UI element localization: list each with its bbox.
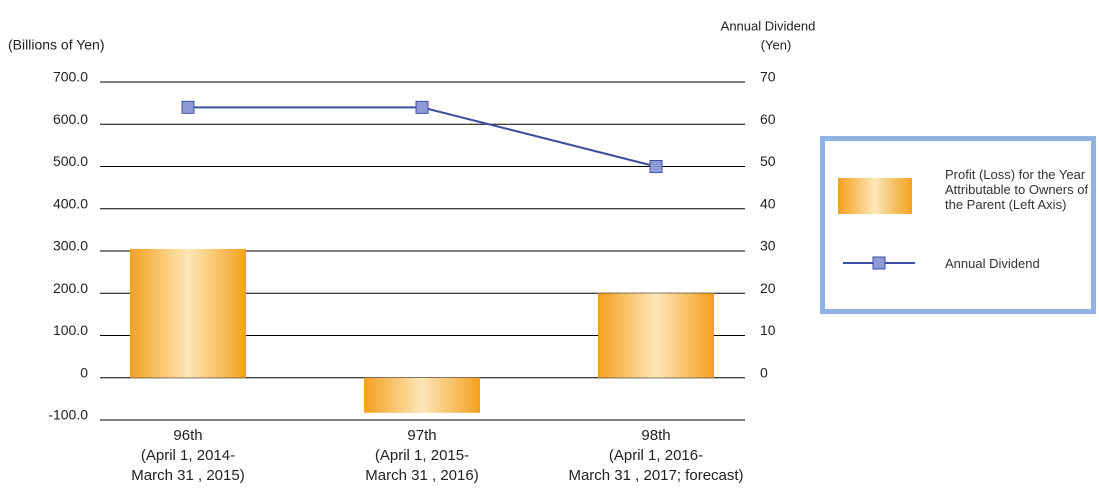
- bar: [598, 293, 714, 378]
- y-tick-label: 300.0: [53, 238, 88, 254]
- y2-tick-label: 20: [760, 280, 776, 296]
- x-tick-label: March 31 , 2017; forecast): [568, 467, 743, 484]
- x-tick-label: (April 1, 2015-: [375, 447, 469, 464]
- x-tick-label: (April 1, 2014-: [141, 447, 235, 464]
- y2-tick-label: 60: [760, 111, 776, 127]
- bar: [364, 377, 480, 413]
- y-tick-label: 200.0: [53, 280, 88, 296]
- marker: [181, 100, 195, 114]
- x-tick-label: 98th: [641, 427, 670, 444]
- y2-tick-label: 0: [760, 364, 768, 380]
- legend-swatches: [838, 178, 915, 270]
- y2-axis-title: Annual Dividend: [721, 18, 816, 33]
- legend: Profit (Loss) for the Year Attributable …: [820, 136, 1096, 314]
- y-tick-label: 700.0: [53, 69, 88, 85]
- bar: [130, 248, 246, 378]
- y-tick-label: 600.0: [53, 111, 88, 127]
- y-axis-title: (Billions of Yen): [8, 37, 105, 53]
- x-tick-label: (April 1, 2016-: [609, 447, 703, 464]
- y-tick-label: 500.0: [53, 153, 88, 169]
- marker: [415, 100, 429, 114]
- legend-swatch: [838, 178, 912, 214]
- y2-tick-label: 70: [760, 69, 776, 85]
- legend-label: Annual Dividend: [945, 256, 1040, 271]
- x-tick-label: March 31 , 2015): [131, 467, 244, 484]
- legend-swatch: [872, 256, 886, 270]
- legend-label: Profit (Loss) for the Year Attributable …: [945, 167, 1089, 212]
- y-tick-label: 0: [80, 364, 88, 380]
- y2-tick-label: 30: [760, 238, 776, 254]
- y2-tick-label: 50: [760, 153, 776, 169]
- x-tick-label: March 31 , 2016): [365, 467, 478, 484]
- line: [188, 106, 657, 168]
- x-tick-label: 97th: [407, 427, 436, 444]
- x-tick-label: 96th: [173, 427, 202, 444]
- y-tick-label: 400.0: [53, 195, 88, 211]
- y2-tick-label: 10: [760, 322, 776, 338]
- y2-tick-label: 40: [760, 195, 776, 211]
- y-tick-label: 100.0: [53, 322, 88, 338]
- y-tick-label: -100.0: [48, 407, 88, 423]
- marker: [649, 160, 663, 173]
- y2-axis-title: (Yen): [761, 37, 792, 52]
